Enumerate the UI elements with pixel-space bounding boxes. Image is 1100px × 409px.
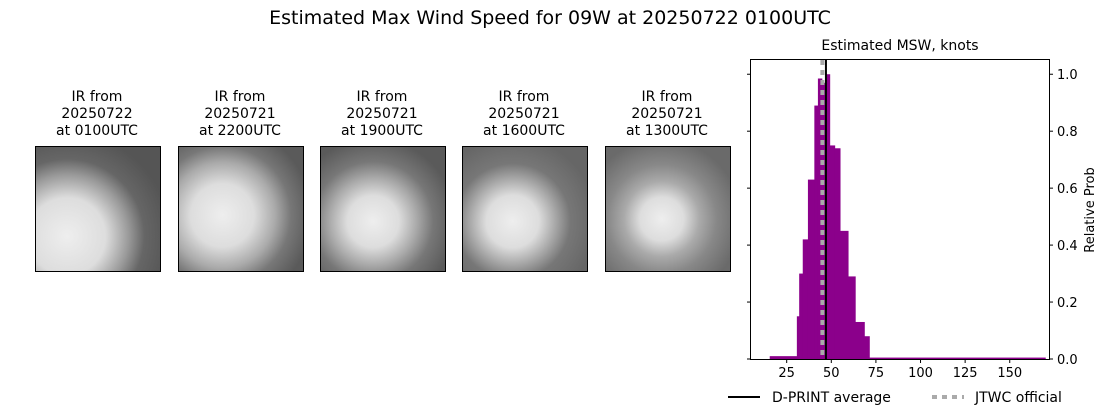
caption-line1: IR from — [356, 89, 408, 105]
x-tick-label: 75 — [868, 366, 885, 381]
y-axis-label: Relative Prob — [1083, 167, 1098, 252]
histogram-bar — [834, 148, 841, 359]
caption-line1: IR from — [498, 89, 550, 105]
ir-satellite-image — [320, 146, 446, 272]
histogram-bar — [864, 336, 870, 359]
histogram-bar — [769, 356, 798, 359]
x-tick-label: 25 — [778, 366, 795, 381]
histogram-bar — [796, 316, 800, 359]
histogram-bar — [848, 276, 856, 359]
x-tick-label: 100 — [908, 366, 933, 381]
y-tick-label: 0.4 — [1057, 239, 1078, 254]
ir-satellite-image — [178, 146, 304, 272]
caption-line3: at 2200UTC — [199, 123, 281, 139]
histogram-bar — [840, 230, 849, 359]
caption-line2: 20250721 — [204, 106, 276, 122]
ir-satellite-image — [35, 146, 161, 272]
x-tick-label: 150 — [997, 366, 1022, 381]
histogram-bar — [817, 78, 823, 359]
legend: D-PRINT average JTWC official — [728, 390, 1062, 406]
caption-line3: at 0100UTC — [56, 123, 138, 139]
chart-title: Estimated MSW, knots — [821, 38, 978, 54]
legend-dprint-label: D-PRINT average — [772, 390, 891, 406]
y-tick-label: 0.6 — [1057, 182, 1078, 197]
figure-title: Estimated Max Wind Speed for 09W at 2025… — [269, 7, 831, 29]
ir-panel-caption: IR from 20250722 at 0100UTC — [34, 89, 160, 140]
caption-line3: at 1900UTC — [341, 123, 423, 139]
caption-line3: at 1600UTC — [483, 123, 565, 139]
caption-line2: 20250721 — [346, 106, 418, 122]
y-tick-label: 0.0 — [1057, 353, 1078, 368]
ir-panel-caption: IR from 20250721 at 1600UTC — [461, 89, 587, 140]
x-tick-label: 50 — [823, 366, 840, 381]
histogram-bar — [814, 105, 819, 359]
histogram-bar — [869, 357, 1046, 359]
caption-line1: IR from — [71, 89, 123, 105]
ir-panel-caption: IR from 20250721 at 1900UTC — [319, 89, 445, 140]
histogram-bar — [799, 273, 804, 359]
legend-jtwc-label: JTWC official — [974, 390, 1062, 406]
y-tick-label: 0.8 — [1057, 125, 1078, 140]
x-tick-label: 125 — [953, 366, 978, 381]
histogram-bar — [826, 74, 831, 359]
caption-line2: 20250721 — [488, 106, 560, 122]
caption-line2: 20250721 — [631, 106, 703, 122]
caption-line1: IR from — [214, 89, 266, 105]
caption-line1: IR from — [641, 89, 693, 105]
plot-frame — [750, 59, 1050, 360]
y-tick-label: 1.0 — [1057, 68, 1078, 83]
histogram-bar — [829, 145, 836, 359]
caption-line2: 20250722 — [61, 106, 133, 122]
ir-panel-caption: IR from 20250721 at 2200UTC — [177, 89, 303, 140]
ir-satellite-image — [462, 146, 588, 272]
histogram-bar — [807, 179, 815, 359]
ir-satellite-image — [605, 146, 731, 272]
y-tick-label: 0.2 — [1057, 296, 1078, 311]
histogram-bar — [802, 239, 809, 359]
histogram-bar — [855, 321, 865, 359]
ir-panel-caption: IR from 20250721 at 1300UTC — [604, 89, 730, 140]
caption-line3: at 1300UTC — [626, 123, 708, 139]
